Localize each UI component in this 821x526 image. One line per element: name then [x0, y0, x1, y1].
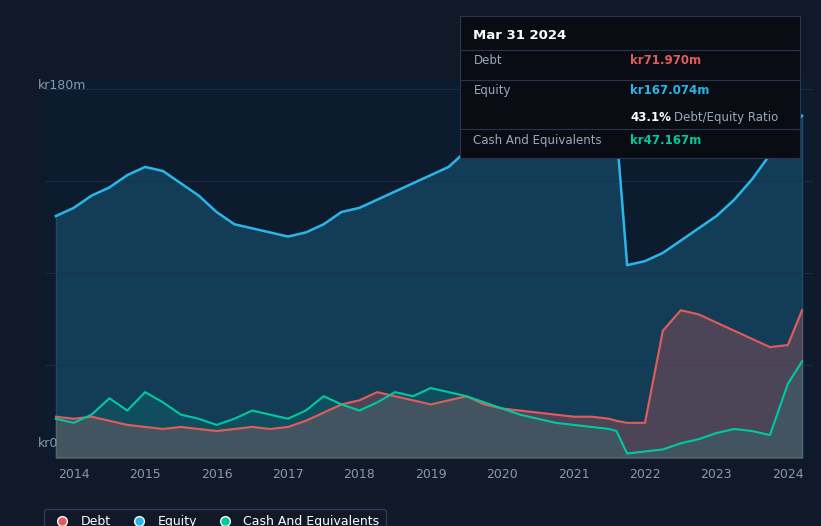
Text: kr167.074m: kr167.074m: [631, 84, 709, 97]
Text: kr0: kr0: [38, 437, 57, 450]
Text: kr71.970m: kr71.970m: [631, 54, 701, 67]
Text: kr47.167m: kr47.167m: [631, 134, 701, 147]
Legend: Debt, Equity, Cash And Equivalents: Debt, Equity, Cash And Equivalents: [44, 509, 386, 526]
Text: Mar 31 2024: Mar 31 2024: [474, 28, 566, 42]
Text: 43.1%: 43.1%: [631, 111, 671, 124]
Text: Equity: Equity: [474, 84, 511, 97]
Text: Debt/Equity Ratio: Debt/Equity Ratio: [674, 111, 778, 124]
Text: Cash And Equivalents: Cash And Equivalents: [474, 134, 602, 147]
Text: kr180m: kr180m: [38, 79, 86, 92]
Text: Debt: Debt: [474, 54, 502, 67]
